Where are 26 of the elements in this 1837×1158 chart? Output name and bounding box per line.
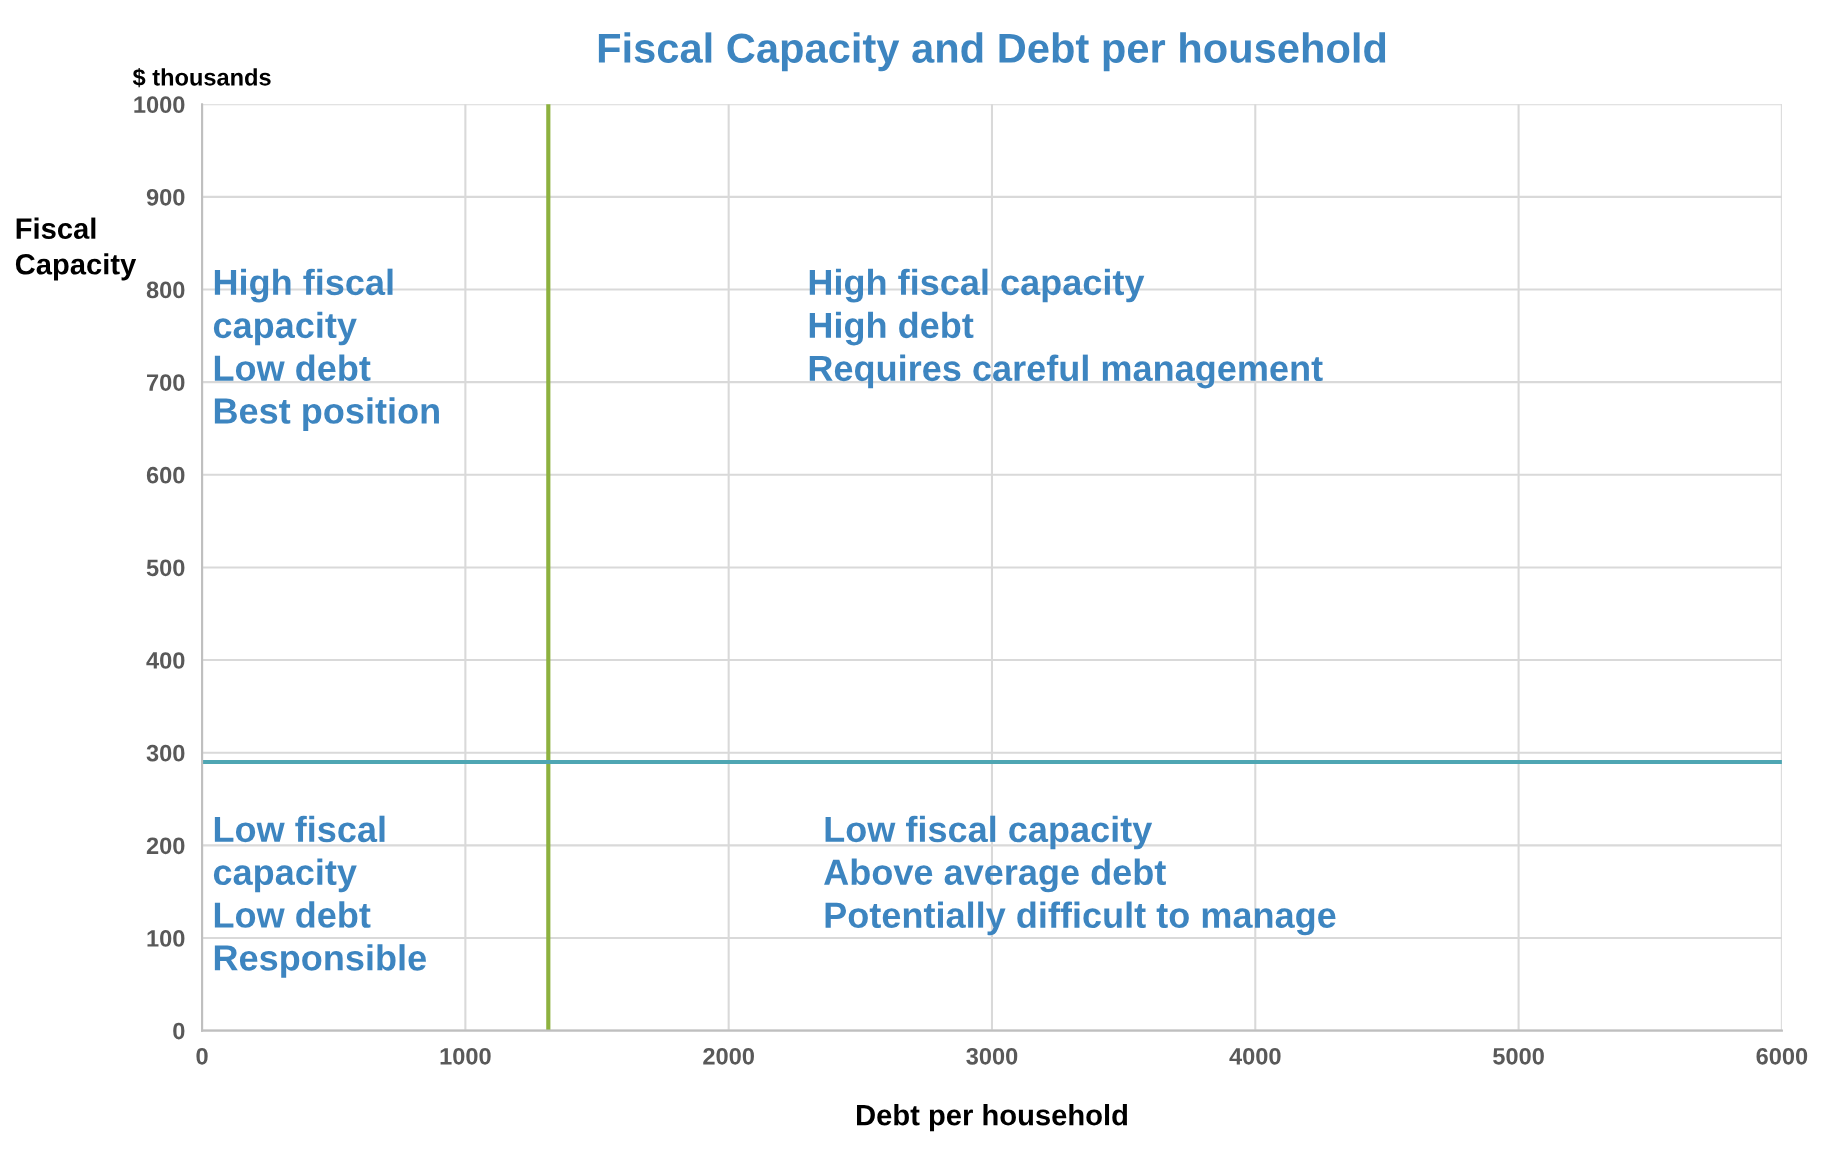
x-tick-label: 2000 [703, 1047, 754, 1065]
annotation: Low fiscal capacity Above average debt Potentially difficult to manage [824, 815, 1336, 936]
y-tick-label: 100 [147, 930, 185, 947]
x-tick-label: 0 [196, 1047, 208, 1065]
y-tick-label: 900 [146, 188, 185, 206]
y-tick-label: 0 [173, 1022, 185, 1040]
annotation: High fiscal capacity Low debt Best position [213, 268, 439, 431]
x-tick-label: 5000 [1493, 1047, 1544, 1065]
y-tick-label: 300 [146, 744, 185, 762]
y-tick-label: 800 [146, 281, 185, 299]
y-axis-title: Fiscal Capacity [15, 217, 137, 281]
y-tick-label: 700 [147, 374, 185, 391]
annotation: Low fiscal capacity Low debt Responsible [213, 815, 426, 978]
x-axis-title: Debt per household [857, 1104, 1127, 1132]
y-tick-label: 600 [146, 466, 185, 484]
y-tick-label: 200 [146, 837, 185, 855]
x-tick-label: 6000 [1756, 1047, 1808, 1065]
y-tick-label: 1000 [134, 96, 185, 114]
x-tick-label: 3000 [966, 1047, 1018, 1065]
x-tick-label: 4000 [1229, 1047, 1281, 1065]
y-tick-label: 400 [146, 652, 185, 669]
chart-title: Fiscal Capacity and Debt per household [598, 32, 1386, 72]
x-tick-label: 1000 [440, 1047, 491, 1065]
text: $ thousands [132, 67, 271, 88]
y-tick-label: 500 [146, 559, 185, 577]
annotation: High fiscal capacity High debt Requires careful management [809, 268, 1323, 389]
